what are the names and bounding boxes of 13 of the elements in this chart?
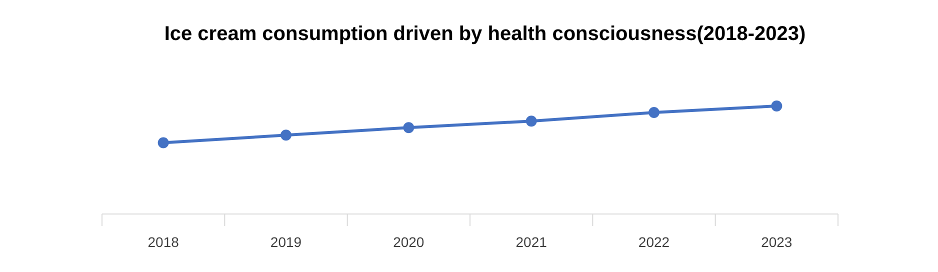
point bbox=[648, 106, 660, 118]
point bbox=[403, 122, 414, 134]
x-tick-label: 2019 bbox=[270, 234, 302, 250]
point bbox=[280, 130, 292, 141]
x-tick-label: 2020 bbox=[393, 234, 424, 250]
x-tick-label: 2021 bbox=[516, 234, 548, 250]
point bbox=[158, 137, 169, 148]
point bbox=[526, 116, 537, 127]
chart-title: Ice cream consumption driven by health consciousness(2018-2023) bbox=[164, 23, 806, 45]
x-tick-label: 2023 bbox=[761, 234, 792, 250]
x-tick-label: 2018 bbox=[148, 234, 180, 250]
x-tick-label: 2022 bbox=[638, 234, 670, 250]
point bbox=[771, 100, 782, 112]
